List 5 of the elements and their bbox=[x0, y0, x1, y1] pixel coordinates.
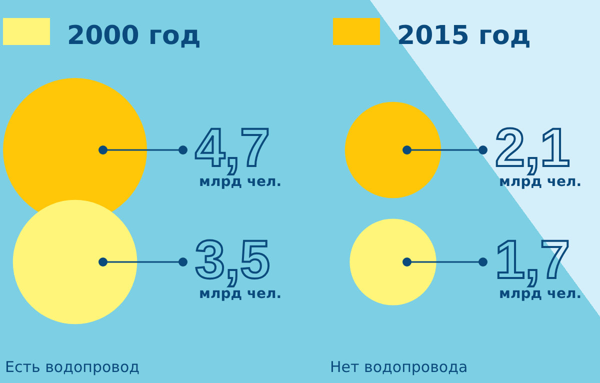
legend-label: 2015 год bbox=[397, 21, 531, 51]
legend-label: 2000 год bbox=[67, 21, 201, 51]
category-label: Нет водопровода bbox=[330, 358, 468, 376]
text: млрд чел. bbox=[499, 286, 582, 302]
category-label: Есть водопровод bbox=[5, 358, 140, 376]
